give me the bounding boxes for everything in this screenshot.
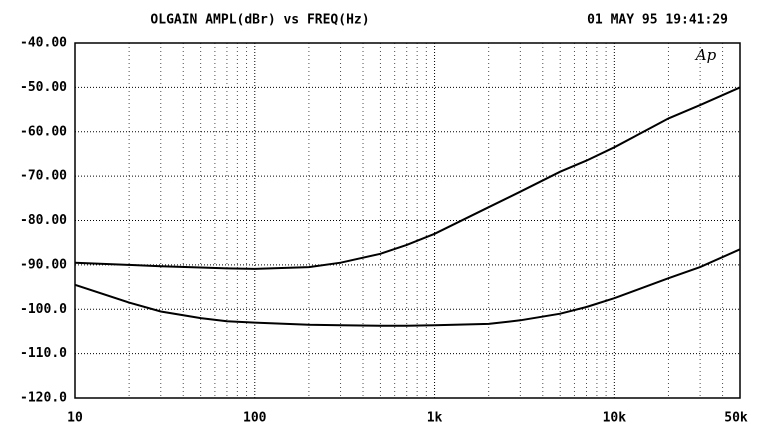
y-tick-label: -50.00 — [20, 80, 67, 95]
y-tick-label: -60.00 — [20, 124, 67, 139]
y-tick-label: -90.00 — [20, 257, 67, 272]
x-tick-label: 50k — [724, 411, 748, 426]
x-tick-label: 1k — [427, 411, 443, 426]
plot-frame — [74, 42, 741, 399]
y-tick-label: -120.0 — [20, 391, 67, 406]
chart-title: OLGAIN AMPL(dBr) vs FREQ(Hz) — [150, 13, 369, 28]
y-tick-label: -40.00 — [20, 36, 67, 51]
x-tick-label: 10k — [603, 411, 627, 426]
series-line — [74, 86, 741, 270]
y-tick-label: -70.00 — [20, 169, 67, 184]
x-tick-label: 10 — [67, 411, 83, 426]
timestamp: 01 MAY 95 19:41:29 — [587, 13, 728, 28]
y-tick-label: -100.0 — [20, 302, 67, 317]
y-tick-label: -110.0 — [20, 346, 67, 361]
x-tick-label: 100 — [243, 411, 267, 426]
y-tick-label: -80.00 — [20, 213, 67, 228]
series-line — [74, 248, 741, 327]
logo: Ap — [694, 46, 717, 64]
